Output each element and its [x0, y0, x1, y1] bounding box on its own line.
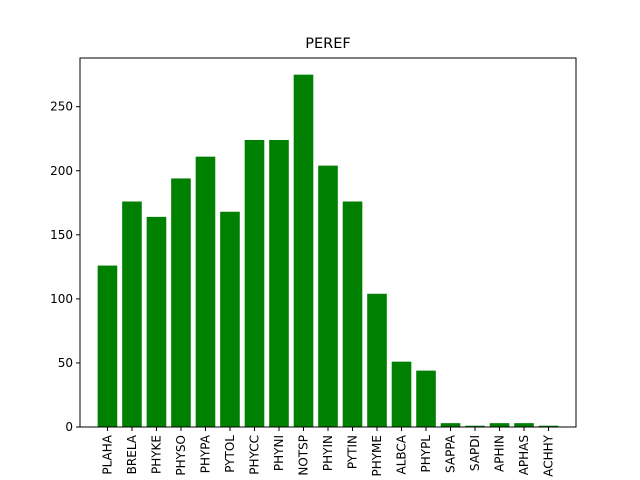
y-tick-label: 0: [65, 420, 73, 434]
x-tick-label: PHYSO: [174, 435, 188, 476]
bar-albca: [391, 361, 412, 427]
x-tick-label: SAPDI: [468, 435, 482, 471]
x-tick-label: PLAHA: [100, 434, 114, 474]
y-tick-label: 150: [50, 228, 73, 242]
x-tick-label: PHYME: [370, 435, 384, 477]
x-tick-label: APHAS: [517, 435, 531, 475]
x-axis: PLAHA BRELA PHYKE PHYSO PHYPA PYTOL PHYCC PHYNI…: [100, 427, 556, 477]
y-tick-label: 250: [50, 100, 73, 114]
bar-phyme: [367, 293, 387, 427]
bar-physo: [171, 178, 191, 427]
bar-pytol: [220, 211, 240, 427]
x-tick-label: PHYCC: [247, 435, 261, 475]
x-tick-label: NOTSP: [296, 435, 310, 476]
plot-frame: [79, 57, 577, 428]
x-tick-label: SAPPA: [444, 434, 458, 473]
bar-sappa: [440, 423, 461, 427]
x-tick-label: PHYPL: [419, 435, 433, 473]
bar-aphin: [489, 423, 510, 427]
y-axis: 0 50 100 150 200 250: [50, 100, 80, 434]
bar-phypa: [195, 156, 216, 427]
bar-notsp: [293, 74, 314, 427]
y-tick-label: 100: [50, 292, 73, 306]
x-tick-label: ALBCA: [395, 434, 409, 474]
bar-brela: [122, 201, 142, 427]
bar-achhy: [538, 425, 559, 427]
x-tick-label: PHYPA: [198, 434, 212, 473]
bar-plaha: [97, 265, 118, 427]
x-tick-label: APHIN: [493, 435, 507, 472]
bar-pytin: [342, 201, 363, 427]
x-tick-label: PHYIN: [321, 435, 335, 471]
bar-phyin: [318, 165, 338, 427]
bar-sapdi: [465, 425, 485, 427]
x-tick-label: BRELA: [125, 434, 139, 474]
bar-aphas: [514, 423, 534, 427]
x-tick-label: PYTOL: [223, 435, 237, 473]
chart-title: PEREF: [305, 36, 350, 52]
bar-phyni: [269, 140, 289, 427]
y-tick-label: 50: [58, 356, 73, 370]
x-tick-label: ACHHY: [542, 434, 556, 476]
bars-group: [97, 74, 559, 427]
bar-phyke: [146, 216, 167, 427]
bar-phycc: [244, 140, 265, 427]
x-tick-label: PHYNI: [272, 435, 286, 471]
y-tick-label: 200: [50, 164, 73, 178]
x-tick-label: PHYKE: [149, 435, 163, 474]
x-tick-label: PYTIN: [346, 435, 360, 469]
bar-phypl: [416, 370, 436, 427]
